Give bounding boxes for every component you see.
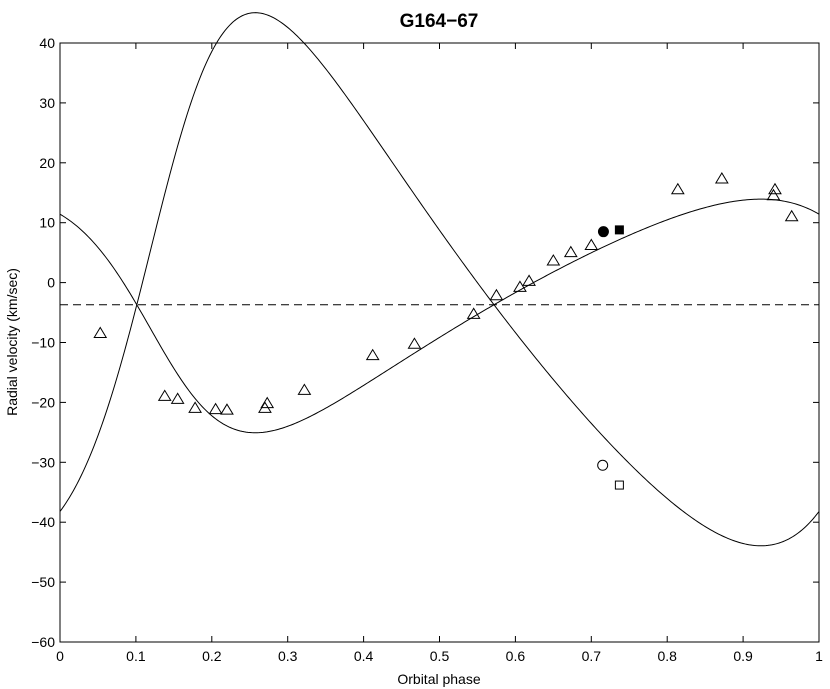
x-tick-label: 0: [56, 648, 64, 664]
y-axis-label: Radial velocity (km/sec): [4, 268, 20, 416]
y-tick-label: −50: [31, 574, 55, 590]
x-tick-label: 0.6: [506, 648, 526, 664]
x-tick-label: 0.8: [657, 648, 677, 664]
chart-title: G164−67: [400, 11, 479, 32]
x-tick-label: 0.4: [354, 648, 374, 664]
triangle-point: [522, 274, 536, 286]
triangle-point: [513, 280, 527, 292]
triangle-point: [714, 172, 729, 184]
triangle-point: [297, 383, 312, 395]
plot-frame: [59, 42, 820, 643]
x-tick-label: 0.7: [582, 648, 602, 664]
triangle-point: [208, 402, 223, 415]
triangle-point: [489, 288, 504, 301]
y-tick-label: 30: [39, 95, 55, 111]
y-tick-label: −20: [31, 394, 55, 410]
filled-circle-point: [597, 226, 609, 238]
triangle-point: [670, 182, 685, 195]
triangle-point: [260, 396, 275, 409]
filled-square-point: [614, 225, 624, 235]
primary-orbit-curve: [59, 198, 820, 434]
axis-ticks: 0 0.1 0.2 0.3 0.4 0.5 0.6 0.7 0.8 0.9 1 40 30 20 10 0 −1…: [31, 35, 823, 664]
x-tick-label: 0.2: [202, 648, 222, 664]
x-axis-label: Orbital phase: [397, 671, 480, 687]
x-tick-label: 1: [815, 648, 823, 664]
triangle-point: [584, 238, 599, 250]
triangle-point: [768, 182, 782, 195]
y-tick-label: −40: [31, 514, 55, 530]
y-tick-label: −10: [31, 335, 55, 351]
y-tick-label: −30: [31, 454, 55, 470]
triangle-point: [188, 401, 202, 413]
triangle-point: [220, 403, 234, 415]
triangle-point: [407, 337, 422, 349]
triangle-point: [170, 392, 185, 404]
x-tick-label: 0.9: [733, 648, 753, 664]
x-tick-label: 0.1: [126, 648, 146, 664]
triangle-point: [157, 389, 172, 401]
triangle-point: [784, 209, 799, 222]
orbit-curves: [59, 12, 820, 547]
y-tick-label: 40: [39, 35, 55, 51]
secondary-orbit-curve: [59, 12, 820, 547]
open-square-point: [614, 480, 624, 490]
triangle-point: [466, 307, 481, 319]
y-tick-label: 0: [47, 275, 55, 291]
triangle-point: [563, 245, 578, 258]
triangle-point: [546, 254, 561, 266]
triangle-point: [93, 326, 108, 339]
x-tick-label: 0.3: [278, 648, 298, 664]
data-points: [93, 172, 799, 490]
y-tick-label: −60: [31, 634, 55, 650]
y-tick-label: 20: [39, 155, 55, 171]
triangle-point: [766, 188, 781, 201]
x-tick-label: 0.5: [430, 648, 450, 664]
triangle-point: [365, 348, 380, 361]
open-circle-point: [597, 459, 609, 471]
y-tick-label: 10: [39, 215, 55, 231]
